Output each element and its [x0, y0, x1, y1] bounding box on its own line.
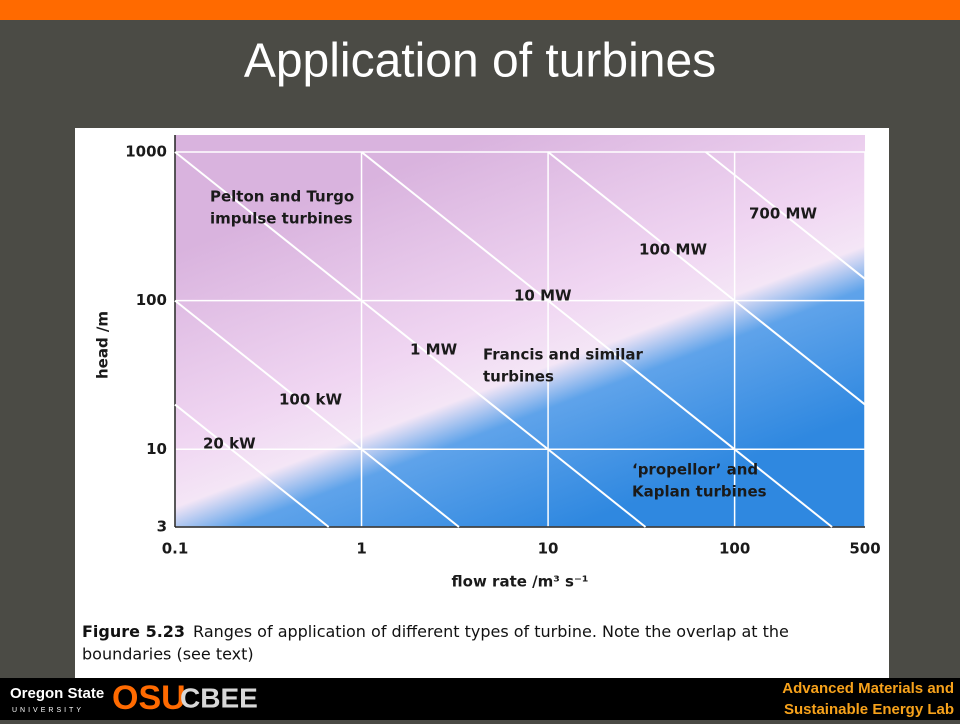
region-label: turbines [483, 368, 554, 386]
top-bar [0, 0, 960, 20]
lab-name: Advanced Materials and [782, 680, 954, 697]
university-name: Oregon State [10, 685, 104, 702]
university-sub: UNIVERSITY [12, 707, 84, 714]
region-label: Pelton and Turgo [210, 188, 354, 206]
y-tick-label: 100 [136, 291, 167, 309]
x-tick-label: 1 [356, 540, 366, 558]
osu-logo: OSU [112, 679, 186, 717]
power-line [705, 151, 866, 280]
power-label: 100 kW [279, 391, 343, 409]
power-label: 1 MW [410, 341, 458, 359]
y-tick-label: 10 [146, 440, 167, 458]
caption: Figure 5.23 Ranges of application of diff… [82, 622, 789, 641]
y-tick-label: 3 [157, 518, 167, 536]
power-line [174, 403, 330, 528]
x-tick-label: 500 [849, 540, 880, 558]
plot: 3 10 100 1000 0.1 1 10 100 500 flow rate /m³ s⁻¹ h… [94, 135, 881, 591]
power-label: 100 MW [639, 241, 707, 259]
caption-text: Ranges of application of different types… [193, 622, 789, 641]
power-label: 20 kW [203, 435, 256, 453]
power-label: 700 MW [749, 205, 817, 223]
region-label: Francis and similar [483, 346, 644, 364]
power-label: 10 MW [514, 287, 572, 305]
y-tick-label: 1000 [125, 143, 167, 161]
x-tick-label: 100 [719, 540, 750, 558]
power-line [547, 151, 866, 406]
slide-title: Application of turbines [244, 35, 716, 88]
y-axis-label: head /m [94, 311, 112, 379]
caption-text: boundaries (see text) [82, 645, 254, 664]
footer-bar [0, 678, 960, 720]
x-axis-label: flow rate /m³ s⁻¹ [452, 573, 589, 591]
power-line [174, 151, 647, 528]
x-tick-label: 10 [538, 540, 559, 558]
region-label: ‘propellor’ and [632, 461, 758, 479]
region-label: impulse turbines [210, 210, 353, 228]
region-label: Kaplan turbines [632, 483, 767, 501]
power-line [360, 151, 833, 528]
lab-name: Sustainable Energy Lab [784, 701, 954, 718]
x-tick-label: 0.1 [162, 540, 189, 558]
department: CBEE [180, 682, 258, 713]
power-line [174, 299, 460, 528]
caption-label: Figure 5.23 [82, 622, 185, 641]
